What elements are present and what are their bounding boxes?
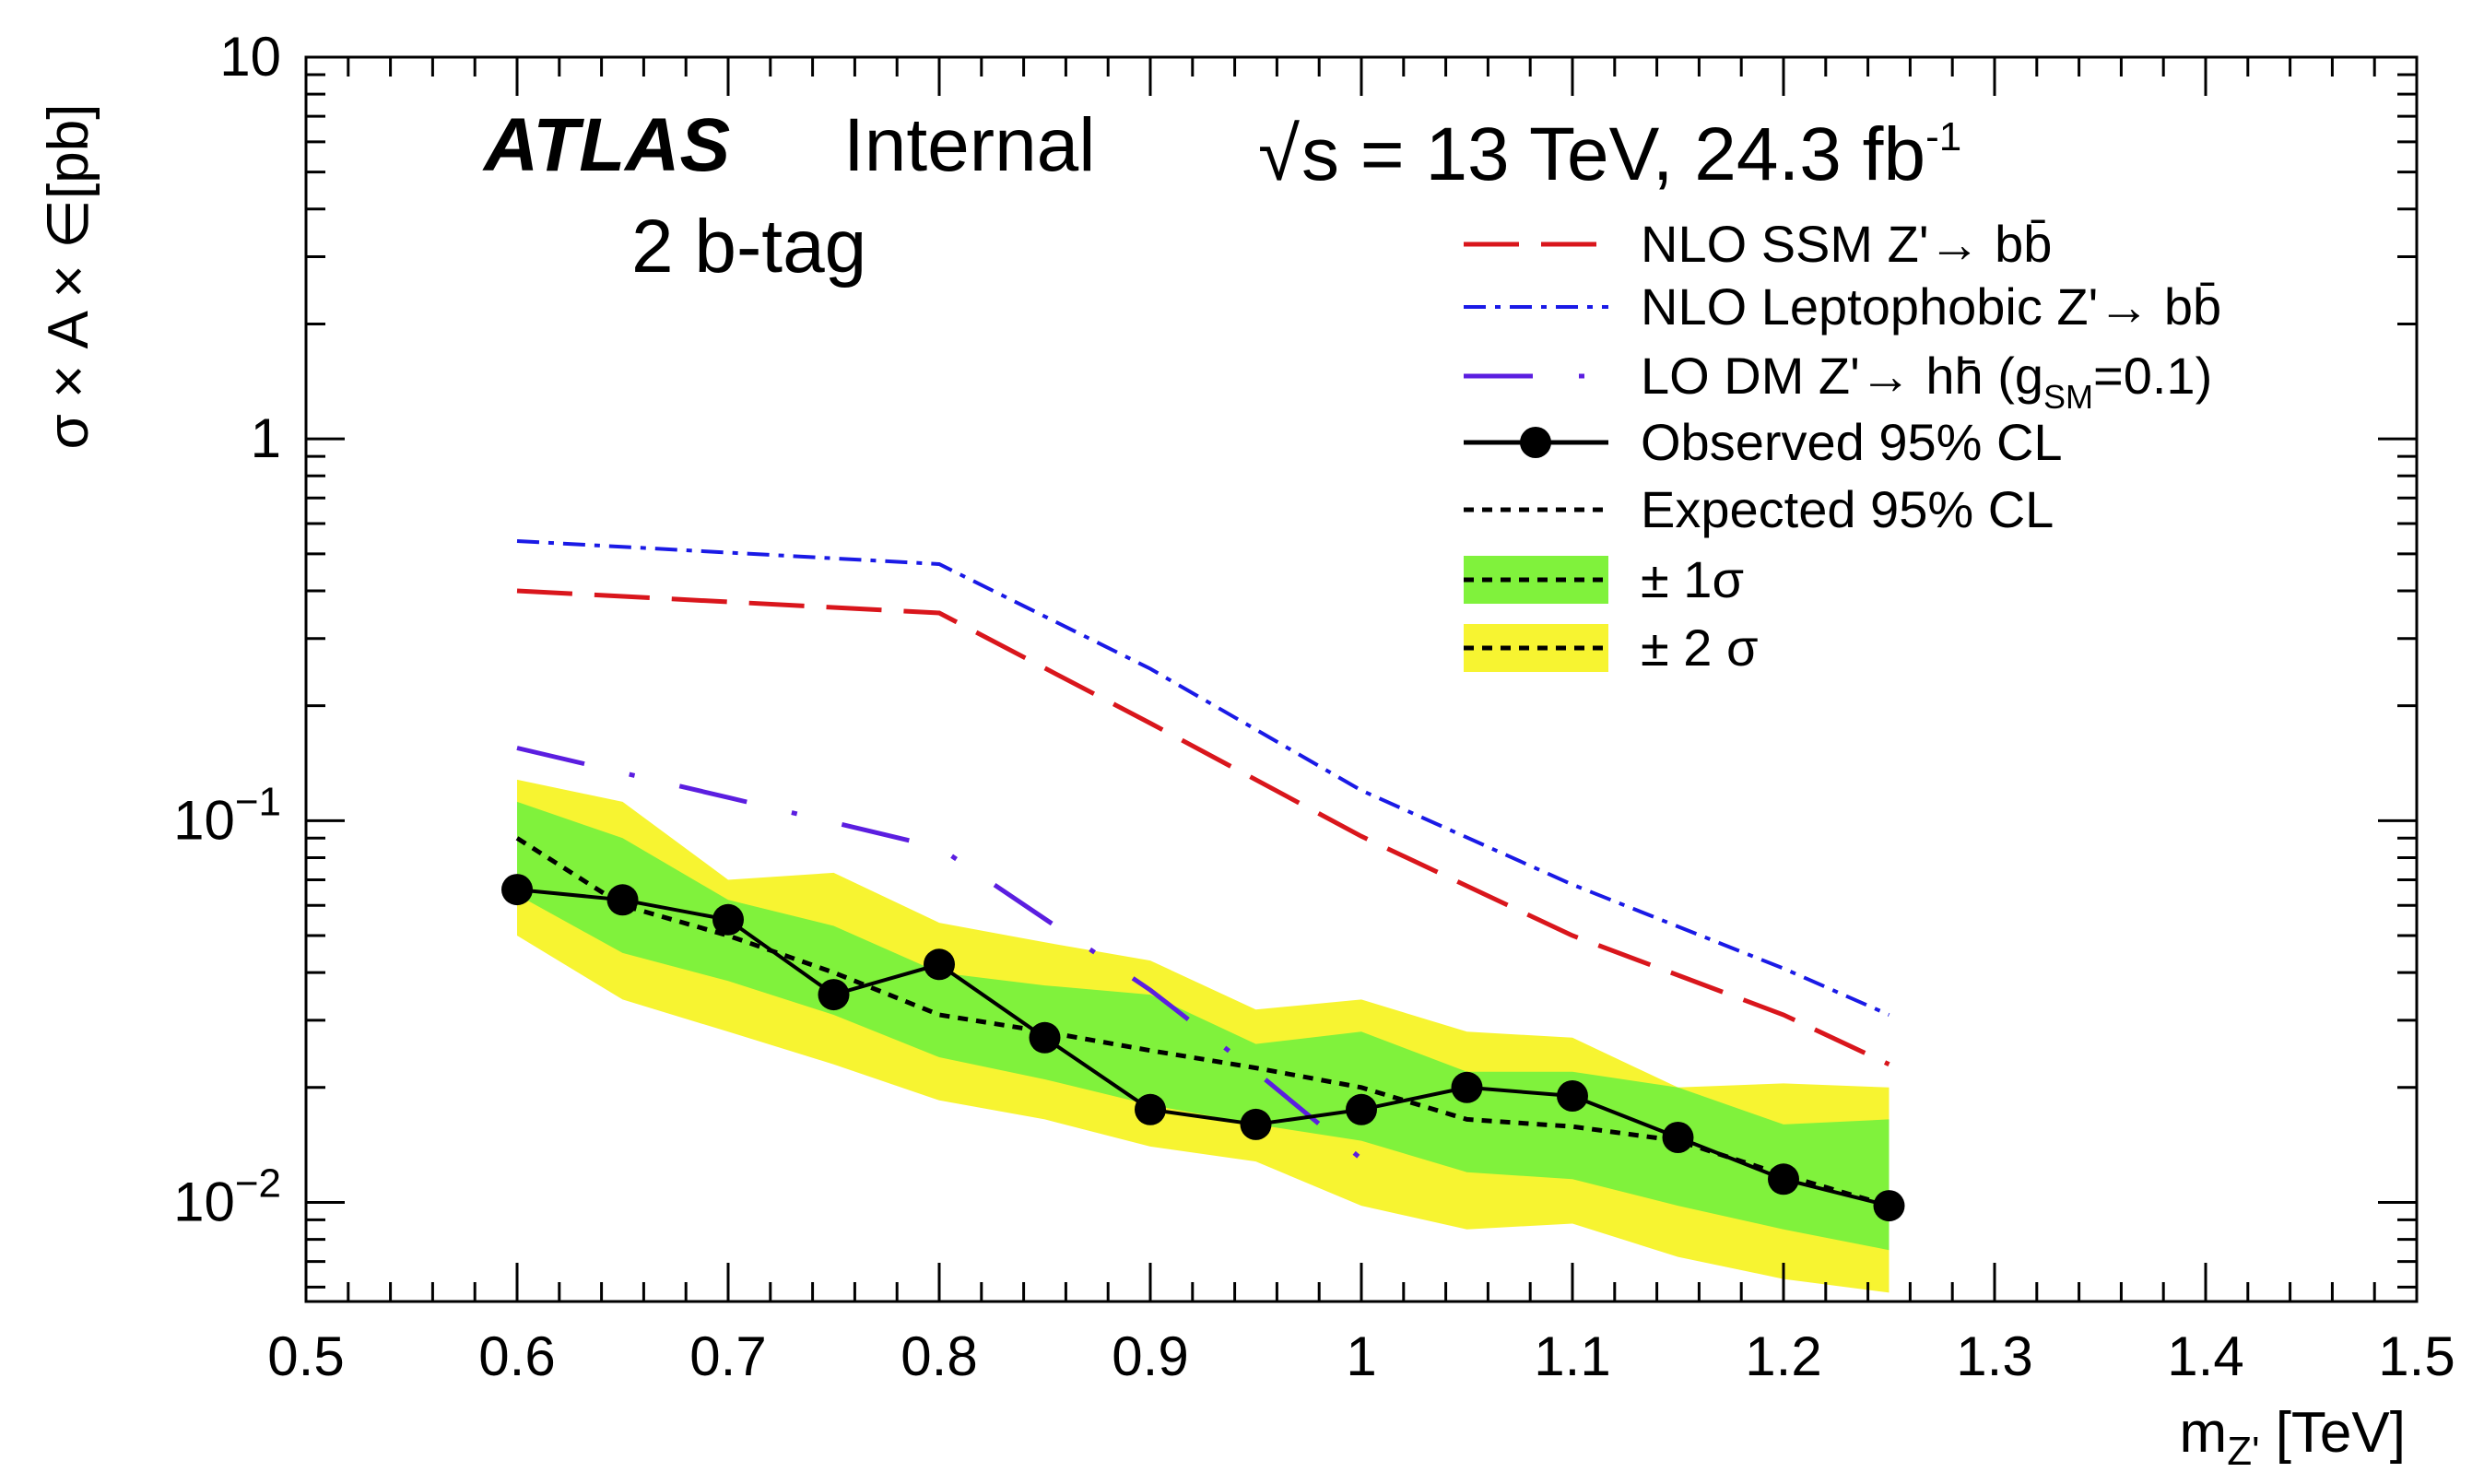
- observed-point: [924, 948, 955, 981]
- observed-point: [501, 874, 533, 906]
- internal-label: Internal: [843, 103, 1096, 187]
- observed-point: [1135, 1093, 1166, 1125]
- y-tick-label: 1: [251, 407, 281, 469]
- observed-point: [1557, 1080, 1588, 1112]
- observed-point: [1768, 1163, 1799, 1195]
- legend-observed-label: Observed 95% CL: [1641, 413, 2063, 471]
- y-tick-label-exponent: −2: [235, 1160, 281, 1206]
- y-tick-label-exponent: −1: [235, 779, 281, 824]
- x-axis-title-main: m: [2180, 1401, 2228, 1465]
- legend-observed-marker: [1520, 427, 1551, 458]
- x-tick-label: 1.5: [2378, 1325, 2455, 1387]
- x-tick-label: 0.8: [901, 1325, 977, 1387]
- observed-point: [1451, 1071, 1483, 1103]
- atlas-label: ATLAS: [482, 103, 730, 187]
- observed-point: [606, 884, 639, 916]
- x-axis-title: mZ' [TeV]: [2180, 1401, 2406, 1474]
- observed-point: [818, 979, 850, 1011]
- x-tick-label: 0.9: [1112, 1325, 1188, 1387]
- x-tick-label: 0.7: [689, 1325, 766, 1387]
- energy-lumi-label: s = 13 TeV, 24.3 fb-1: [1301, 112, 1961, 196]
- legend-dm-label: LO DM Z'→ hh̄ (gSM=0.1): [1641, 347, 2212, 416]
- observed-point: [1029, 1021, 1061, 1054]
- x-tick-label: 1: [1346, 1325, 1376, 1387]
- observed-point: [1873, 1190, 1905, 1222]
- y-tick-label-base: 10: [173, 789, 235, 851]
- series-lines: [515, 539, 1890, 1208]
- x-tick-label: 1.3: [1956, 1325, 2032, 1387]
- ssm-line: [516, 588, 1890, 1066]
- y-tick-label-base: 10: [219, 26, 281, 88]
- sqrt-symbol: √: [1258, 112, 1300, 196]
- y-tick-label-base: 1: [251, 407, 281, 469]
- uncertainty-bands: [517, 779, 1889, 1293]
- observed-line: [516, 888, 1889, 1208]
- x-tick-label: 1.2: [1745, 1325, 1821, 1387]
- one-sigma-band: [517, 801, 1889, 1251]
- legend-dm-sub: SM: [2043, 378, 2093, 416]
- x-tick-label: 0.6: [478, 1325, 555, 1387]
- selection-label: 2 b-tag: [631, 205, 866, 289]
- legend-dm-tail: =0.1): [2093, 347, 2212, 405]
- tick-labels: 0.5 0.6 0.7 0.8 0.9 1 1.1 1.2 1.3 1.4 1.510110−110…: [173, 26, 2455, 1387]
- lumi-exponent: -1: [1925, 114, 1961, 159]
- legend-ssm-label: NLO SSM Z'→ bb̄: [1641, 215, 2052, 273]
- y-tick-label: 10: [219, 26, 281, 88]
- legend-dm-main: LO DM Z'→ hh̄ (g: [1641, 347, 2043, 405]
- legend-leptophobic-label: NLO Leptophobic Z'→ bb̄: [1641, 277, 2221, 336]
- energy-lumi-text: s = 13 TeV, 24.3 fb: [1301, 112, 1925, 196]
- legend-one-sigma-label: ± 1σ: [1641, 550, 1744, 608]
- y-tick-label: 10−2: [173, 1160, 281, 1232]
- observed-point: [1240, 1108, 1272, 1140]
- axis-ticks: [304, 55, 2419, 1301]
- observed-point: [1662, 1122, 1694, 1153]
- observed-markers: [501, 874, 1905, 1222]
- x-axis-title-unit: [TeV]: [2259, 1401, 2406, 1465]
- expected-line: [515, 836, 1890, 1208]
- x-tick-label: 0.5: [267, 1325, 344, 1387]
- observed-point: [1346, 1093, 1377, 1125]
- leptophobic-line: [516, 539, 1890, 1017]
- legend-two-sigma-label: ± 2 σ: [1641, 618, 1759, 677]
- dm-line: [516, 746, 1363, 1161]
- y-axis-title: σ × A × ∈[pb]: [37, 104, 100, 450]
- legend: NLO SSM Z'→ bb̄ NLO Leptophobic Z'→ bb̄ …: [1464, 215, 2221, 677]
- x-tick-label: 1.4: [2167, 1325, 2243, 1387]
- legend-expected-label: Expected 95% CL: [1641, 480, 2054, 538]
- x-axis-title-sub: Z': [2227, 1429, 2259, 1474]
- observed-point: [712, 903, 744, 936]
- y-tick-label: 10−1: [173, 779, 281, 851]
- x-tick-label: 1.1: [1534, 1325, 1610, 1387]
- y-tick-label-base: 10: [173, 1171, 235, 1232]
